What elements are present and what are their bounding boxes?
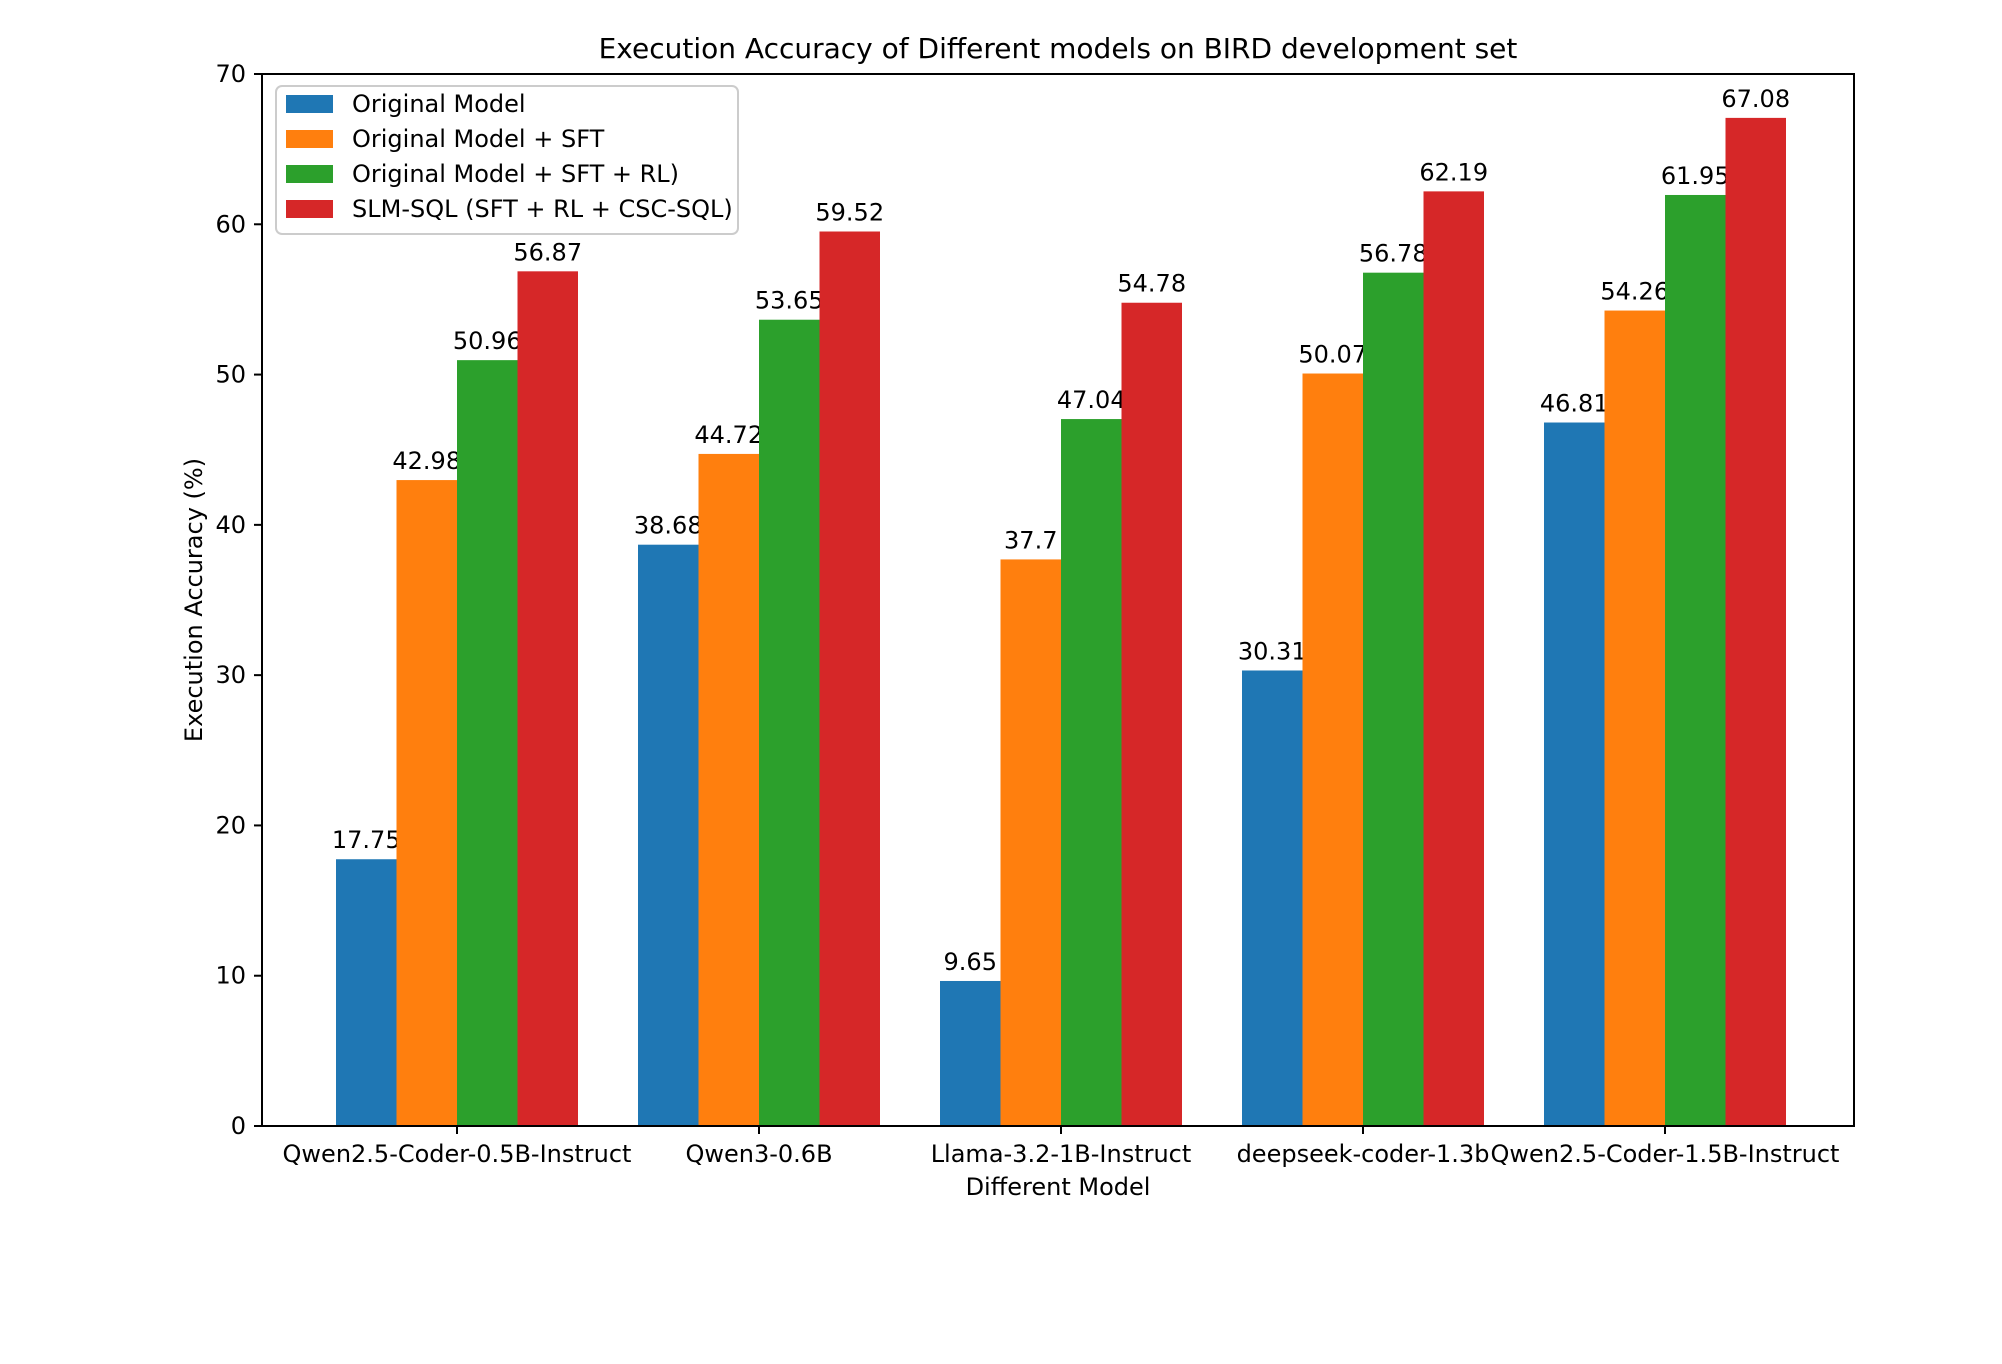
bar-value-label: 62.19 <box>1419 158 1488 186</box>
y-axis-label: Execution Accuracy (%) <box>180 458 208 742</box>
bar-value-label: 47.04 <box>1057 386 1126 414</box>
y-tick-label: 30 <box>215 661 246 689</box>
legend-label: Original Model <box>352 90 526 118</box>
bar <box>396 480 457 1126</box>
bar-value-label: 54.78 <box>1117 270 1186 298</box>
x-axis-ticks: Qwen2.5-Coder-0.5B-Instruct Qwen3-0.6B Lla… <box>283 1126 1840 1168</box>
x-axis-label: Different Model <box>966 1173 1151 1201</box>
legend: Original Model Original Model + SFT Origin… <box>275 85 739 235</box>
bar-value-label: 67.08 <box>1721 85 1790 113</box>
bar-value-label: 56.78 <box>1359 240 1428 268</box>
bar <box>1000 559 1061 1126</box>
bar-value-label: 59.52 <box>815 198 884 226</box>
y-axis-ticks: 0 10 20 30 40 50 60 70 <box>215 60 262 1140</box>
bar <box>336 859 397 1126</box>
bar-value-label: 46.81 <box>1540 390 1609 418</box>
bar-value-label: 61.95 <box>1661 162 1730 190</box>
legend-label: SLM-SQL (SFT + RL + CSC-SQL) <box>352 195 733 223</box>
x-tick-label: Qwen2.5-Coder-1.5B-Instruct <box>1491 1140 1840 1168</box>
plot-area-frame <box>261 73 1855 1127</box>
bar-value-label: 17.75 <box>332 826 401 854</box>
bar <box>698 453 759 1127</box>
bar-value-label: 50.07 <box>1298 341 1367 369</box>
bar-value-label: 37.7 <box>1004 526 1057 554</box>
bar-value-label: 30.31 <box>1238 637 1307 665</box>
y-tick-label: 50 <box>215 361 246 389</box>
y-tick-label: 70 <box>215 60 246 88</box>
bar <box>1423 191 1484 1126</box>
legend-box <box>275 85 739 235</box>
y-tick-label: 20 <box>215 811 246 839</box>
bar <box>1121 302 1182 1126</box>
legend-swatch <box>286 130 333 148</box>
bar <box>1242 670 1303 1126</box>
legend-swatch <box>286 200 333 218</box>
x-tick-label: deepseek-coder-1.3b <box>1237 1140 1490 1168</box>
bar <box>1604 310 1665 1127</box>
bar <box>1665 194 1726 1127</box>
y-tick-label: 0 <box>231 1112 246 1140</box>
bar-value-label: 54.26 <box>1600 278 1669 306</box>
y-tick-label: 10 <box>215 962 246 990</box>
x-tick-label: Qwen3-0.6B <box>685 1140 832 1168</box>
bar <box>1061 419 1122 1126</box>
bar <box>638 544 699 1126</box>
bar <box>1725 117 1786 1127</box>
bar <box>819 231 880 1126</box>
legend-swatch <box>286 95 333 113</box>
x-tick-label: Qwen2.5-Coder-0.5B-Instruct <box>283 1140 632 1168</box>
legend-label: Original Model + SFT + RL) <box>352 160 679 188</box>
bar-value-label: 44.72 <box>694 421 763 449</box>
bar <box>1302 373 1363 1127</box>
legend-label: Original Model + SFT <box>352 125 605 153</box>
bar-value-label: 9.65 <box>944 948 997 976</box>
bar <box>457 360 518 1126</box>
y-tick-label: 60 <box>215 210 246 238</box>
bar-value-label: 50.96 <box>453 327 522 355</box>
bar-value-label: 53.65 <box>755 287 824 315</box>
legend-swatch <box>286 165 333 183</box>
bar <box>1363 272 1424 1126</box>
bar-value-label: 56.87 <box>513 238 582 266</box>
x-tick-label: Llama-3.2-1B-Instruct <box>931 1140 1192 1168</box>
bar-value-label: 38.68 <box>634 512 703 540</box>
bar-value-label: 42.98 <box>392 447 461 475</box>
bar <box>517 271 578 1126</box>
y-tick-label: 40 <box>215 511 246 539</box>
bar <box>1544 422 1605 1126</box>
bars: 17.75 42.98 50.96 56.87 38.68 44.72 53.65 59.52… <box>332 85 1790 1127</box>
bar <box>759 319 820 1126</box>
chart-title: Execution Accuracy of Different models o… <box>599 32 1518 65</box>
bar <box>940 980 1001 1126</box>
